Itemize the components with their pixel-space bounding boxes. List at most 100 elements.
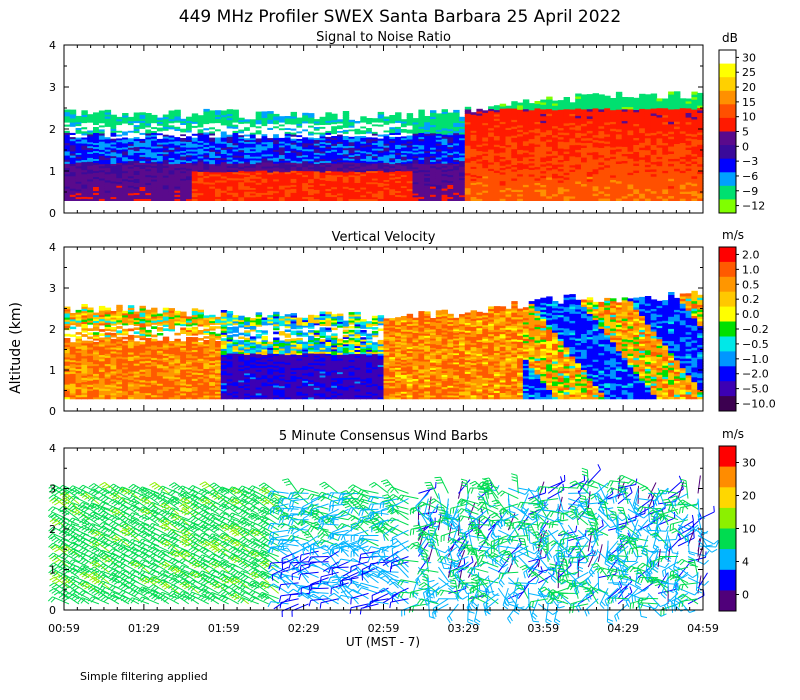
heat-cell [87,186,94,190]
heat-cell [476,117,483,120]
heat-cell [400,154,408,157]
heat-cell [215,132,222,136]
heat-cell [98,135,106,138]
heat-cell [69,155,77,158]
heat-cell [127,141,135,144]
heat-cell [697,185,704,189]
heat-cell [453,124,460,127]
heat-cell [528,187,536,190]
heat-cell [220,188,228,191]
heat-cell [197,115,204,118]
heat-cell [615,148,623,152]
heat-cell [209,128,216,132]
heat-cell [342,198,350,201]
heat-cell [581,149,588,153]
heat-cell [575,188,582,192]
heat-cell [540,124,547,128]
heat-cell [505,181,512,184]
heat-cell [546,101,553,105]
heat-cell [98,159,106,163]
heat-cell [383,145,390,148]
heat-cell [517,184,524,188]
heat-cell [540,99,547,103]
heat-cell [383,147,390,150]
heat-cell [174,132,181,136]
heat-cell [668,103,675,107]
heat-cell [598,185,605,189]
heat-cell [122,180,129,184]
heat-cell [610,163,617,167]
heat-cell [499,149,507,153]
heat-cell [325,122,332,125]
heat-cell [93,116,100,119]
heat-cell [581,176,588,180]
heat-cell [598,188,605,192]
heat-cell [424,165,431,169]
heat-cell [139,180,146,183]
heat-cell [674,175,681,179]
heat-cell [232,161,239,164]
heat-cell [220,171,228,175]
heat-cell [383,139,390,142]
heat-cell [127,162,135,165]
heat-cell [69,136,77,140]
heat-cell [191,149,199,152]
heat-cell [488,131,495,135]
heat-cell [93,132,100,135]
heat-cell [650,137,658,141]
heat-cell [604,164,611,168]
heat-cell [69,183,77,187]
heat-cell [174,192,181,195]
heat-cell [220,184,228,187]
heat-cell [674,150,681,154]
heat-cell [133,138,141,142]
heat-cell [389,124,396,128]
heat-cell [151,122,158,126]
heat-cell [342,127,350,130]
heat-cell [528,131,536,135]
heat-cell [604,174,611,178]
heat-cell [679,121,687,125]
heat-cell [575,142,582,146]
heat-cell [488,136,495,139]
heat-cell [563,172,570,176]
heat-cell [447,146,454,150]
heat-cell [69,113,77,117]
heat-cell [476,144,483,147]
heat-cell [81,325,88,329]
heat-cell [360,133,367,136]
heat-cell [325,198,332,201]
heat-cell [122,119,129,122]
heat-cell [232,128,239,131]
heat-cell [313,145,321,148]
heat-cell [493,167,501,171]
heat-cell [377,188,385,191]
heat-cell [447,164,454,168]
heat-cell [325,126,332,129]
heat-cell [133,184,141,187]
heat-cell [517,138,524,141]
heat-cell [424,117,431,121]
heat-cell [592,124,599,128]
heat-cell [639,96,646,100]
heat-cell [482,163,489,167]
heat-cell [459,156,466,160]
heat-cell [424,179,431,182]
heat-cell [546,172,553,176]
heat-cell [383,143,390,146]
heat-cell [546,198,553,201]
heat-cell [610,184,617,187]
heat-cell [656,98,663,102]
heat-cell [226,171,234,175]
heat-cell [104,153,112,156]
heat-cell [644,190,652,194]
heat-cell [418,136,425,140]
heat-cell [563,191,570,194]
heat-cell [476,167,483,170]
heat-cell [156,144,164,147]
heat-cell [668,190,675,194]
heat-cell [662,121,669,125]
heat-cell [244,156,251,159]
heat-cell [284,171,292,175]
heat-cell [557,163,565,167]
